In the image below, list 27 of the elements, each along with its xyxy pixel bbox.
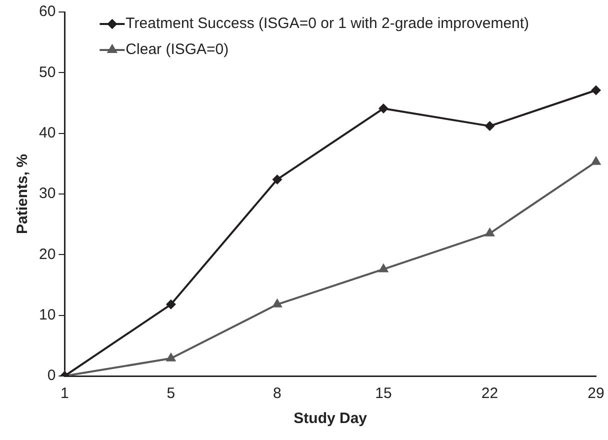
x-tick-label: 22 [481, 385, 498, 402]
point [272, 174, 282, 184]
x-tick-label: 1 [60, 385, 69, 402]
point [484, 227, 495, 236]
legend-label: Treatment Success (ISGA=0 or 1 with 2-grade improvement) [126, 15, 530, 32]
x-tick-label: 5 [166, 385, 176, 402]
y-tick-label: 20 [38, 246, 56, 263]
point [166, 299, 176, 310]
y-tick-label: 30 [38, 185, 56, 202]
point [590, 156, 602, 165]
y-tick-label: 60 [38, 3, 56, 20]
y-tick-label: 10 [38, 306, 56, 324]
point [166, 352, 176, 362]
x-axis-title: Study Day [294, 410, 368, 428]
legend-label: Clear (ISGA=0) [126, 41, 229, 58]
point [378, 263, 389, 272]
x-tick-label: 8 [273, 385, 282, 402]
x-tick-label: 29 [588, 385, 604, 402]
point [484, 121, 495, 132]
point [378, 103, 388, 114]
y-tick-label: 50 [38, 64, 56, 81]
point [272, 298, 282, 308]
y-tick-label: 40 [38, 124, 56, 142]
y-tick-label: 0 [47, 367, 56, 384]
point [591, 85, 601, 96]
y-axis-title: Patients, % [14, 154, 32, 234]
x-tick-label: 15 [375, 385, 392, 402]
